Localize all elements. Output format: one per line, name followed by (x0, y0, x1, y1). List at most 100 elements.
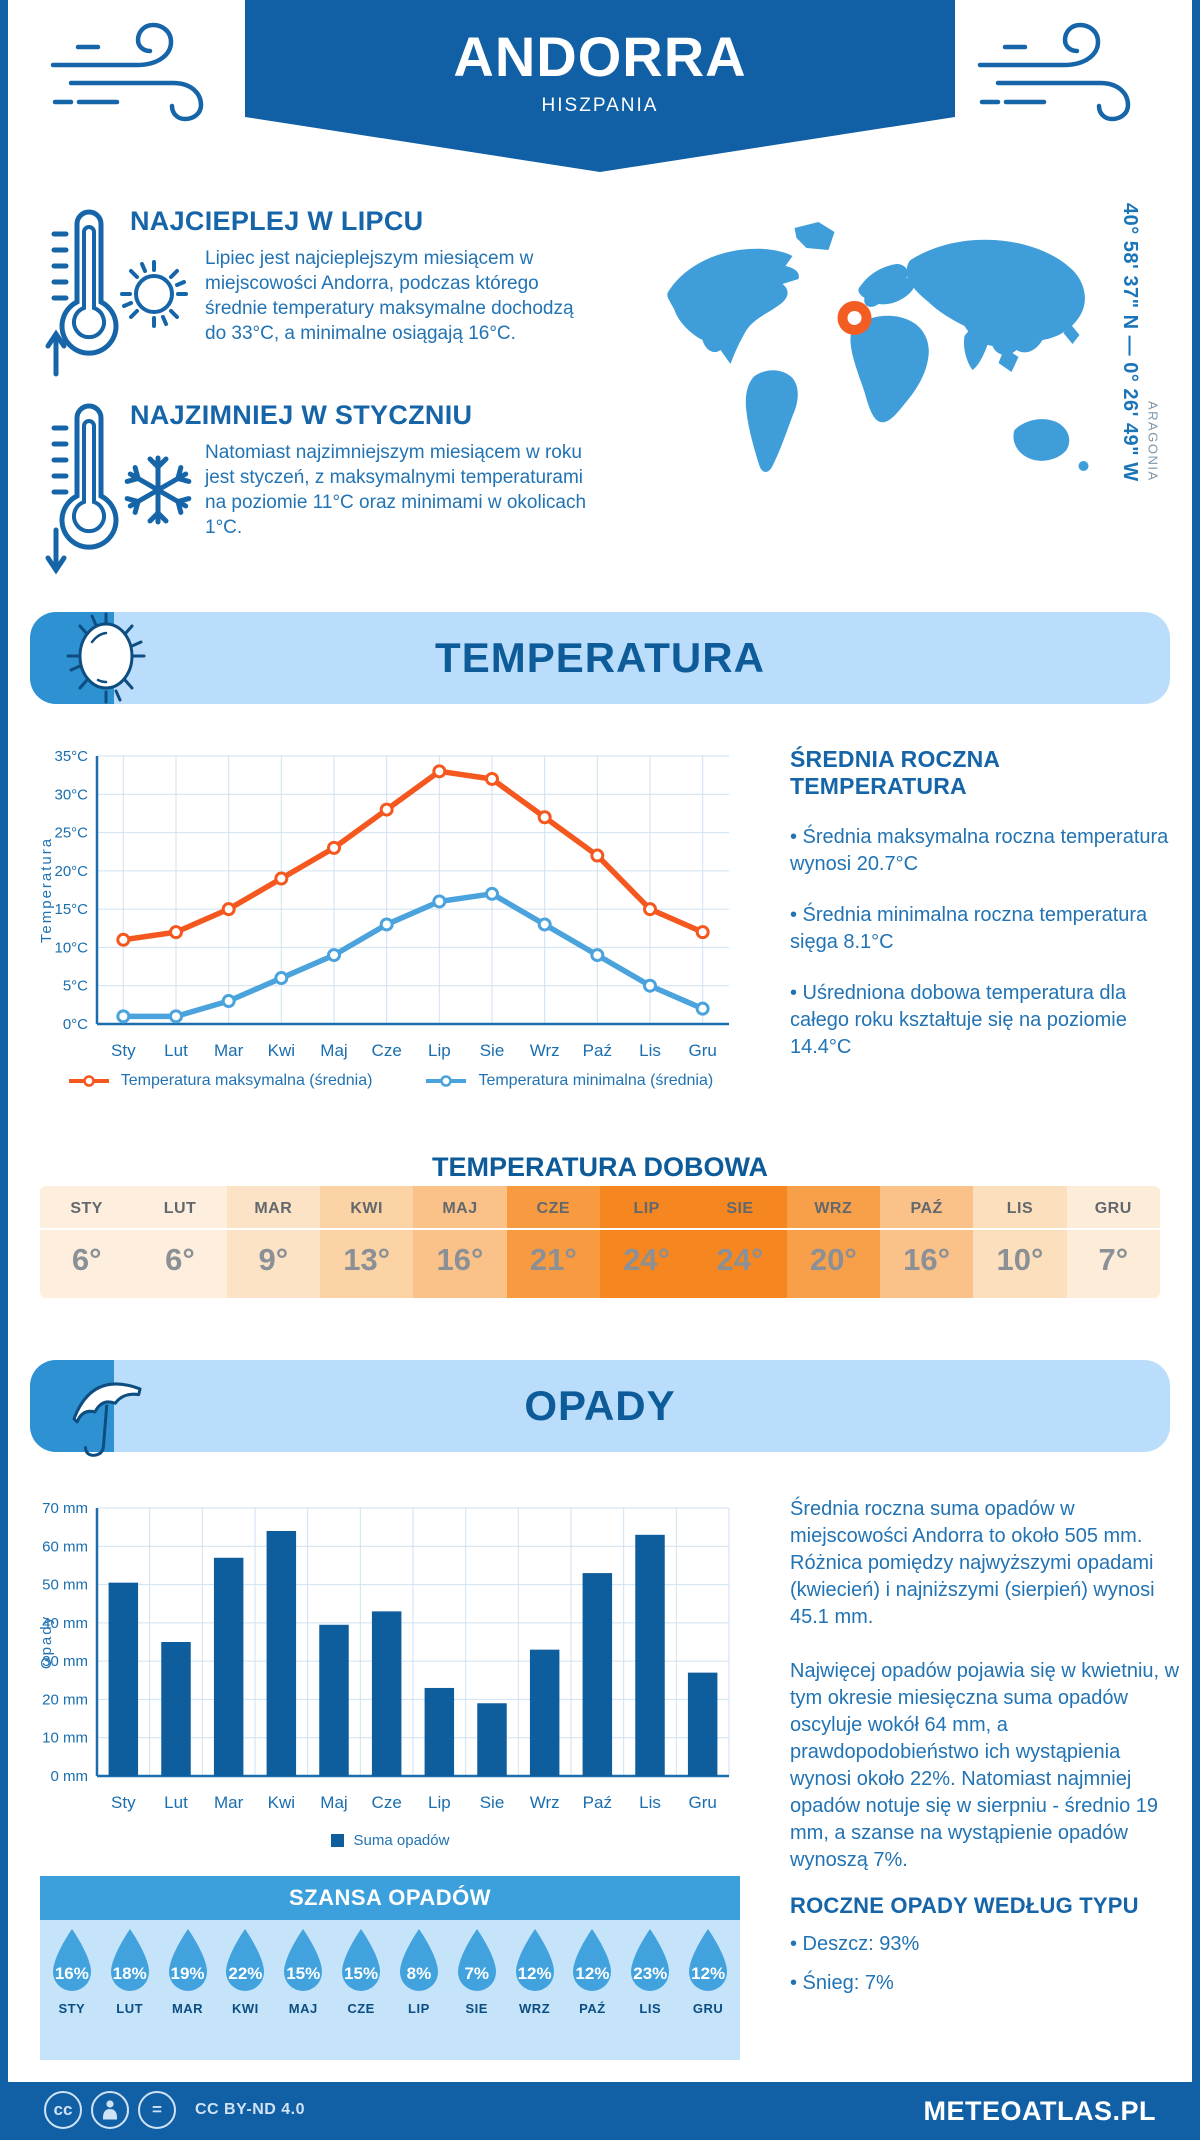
chance-month: MAJ (288, 2001, 318, 2016)
precipitation-chance-block: SZANSA OPADÓW 16% STY 18% LUT 19% MAR 22% KWI 15… (40, 1876, 740, 2060)
snowflake-icon (124, 455, 192, 525)
legend-item: Temperatura minimalna (średnia) (424, 1072, 713, 1090)
svg-text:30 mm: 30 mm (42, 1653, 88, 1670)
annual-summary-bullets: • Średnia maksymalna roczna temperatura … (790, 824, 1182, 1061)
daily-temp-cell: STY 6° (40, 1186, 134, 1298)
svg-text:15°C: 15°C (54, 901, 88, 918)
daily-temp-cell: MAJ 16° (413, 1186, 507, 1298)
chance-droplet: 19% MAR (162, 1928, 214, 2016)
svg-text:Wrz: Wrz (530, 1041, 560, 1060)
precipitation-type-title: ROCZNE OPADY WEDŁUG TYPU (790, 1893, 1139, 1918)
precipitation-bar-chart: 0 mm 10 mm 20 mm 30 mm 40 mm 50 mm 60 mm 70 mm S… (38, 1500, 730, 1812)
daily-temp-month: STY (70, 1200, 103, 1217)
chance-value: 22% (228, 1964, 263, 1983)
chance-droplet: 22% KWI (219, 1928, 271, 2016)
highlight-warm-text: Lipiec jest najcieplejszym miesiącem w m… (205, 248, 574, 344)
daily-temp-month: WRZ (814, 1200, 853, 1217)
daily-temp-value: 24° (716, 1242, 764, 1277)
svg-text:Lut: Lut (164, 1041, 188, 1060)
thermometer-up-icon (45, 209, 119, 377)
annual-summary-title: ŚREDNIA ROCZNA TEMPERATURA (790, 746, 1000, 799)
legend-label: Temperatura maksymalna (średnia) (120, 1072, 373, 1089)
thermometer-down-icon (45, 403, 119, 574)
svg-text:Sie: Sie (480, 1041, 505, 1060)
daily-temp-value: 9° (258, 1242, 289, 1277)
chance-value: 12% (691, 1964, 726, 1983)
svg-text:35°C: 35°C (54, 748, 88, 765)
summary-paragraph: Najwięcej opadów pojawia się w kwietniu,… (790, 1660, 1180, 1871)
precipitation-chance-title: SZANSA OPADÓW (40, 1876, 740, 1920)
chance-value: 8% (406, 1964, 432, 1983)
svg-text:5°C: 5°C (63, 978, 88, 995)
svg-text:70 mm: 70 mm (42, 1500, 88, 1517)
svg-text:Opady: Opady (38, 1615, 55, 1669)
summary-bullet: • Uśredniona dobowa temperatura dla całe… (790, 982, 1127, 1058)
chance-droplet: 8% LIP (393, 1928, 445, 2016)
chance-droplet: 7% SIE (451, 1928, 503, 2016)
svg-text:Sty: Sty (111, 1041, 136, 1060)
svg-text:10°C: 10°C (54, 939, 88, 956)
svg-text:Gru: Gru (688, 1793, 716, 1812)
daily-temp-month: CZE (536, 1200, 571, 1217)
raindrop-icon (689, 1929, 728, 1991)
svg-text:Lis: Lis (639, 1793, 661, 1812)
chance-month: LIP (408, 2001, 430, 2016)
region-label: ARAGONIA (1145, 400, 1161, 482)
legend-label: Suma opadów (353, 1832, 450, 1849)
daily-temp-cell: LIS 10° (973, 1186, 1067, 1298)
daily-temp-value: 7° (1098, 1242, 1129, 1277)
equals-icon: = (138, 2091, 176, 2129)
daily-temp-cell: GRU 7° (1066, 1186, 1160, 1298)
svg-text:Lip: Lip (428, 1793, 451, 1812)
daily-temp-value: 6° (165, 1242, 195, 1277)
raindrop-icon (168, 1929, 207, 1991)
svg-text:0°C: 0°C (63, 1016, 88, 1033)
chance-month: PAŹ (579, 2001, 606, 2016)
coordinates-label: 40° 58' 37" N — 0° 26' 49" W (1119, 203, 1141, 482)
legend-label: Temperatura minimalna (średnia) (478, 1072, 714, 1089)
svg-text:Mar: Mar (214, 1041, 244, 1060)
page-subtitle: HISZPANIA (541, 95, 659, 116)
svg-text:Gru: Gru (688, 1041, 716, 1060)
svg-text:40 mm: 40 mm (42, 1615, 88, 1632)
svg-text:60 mm: 60 mm (42, 1538, 88, 1555)
raindrop-icon (515, 1929, 554, 1991)
chance-month: SIE (465, 2001, 488, 2016)
daily-temp-cell: CZE 21° (506, 1186, 600, 1298)
svg-text:20 mm: 20 mm (42, 1691, 88, 1708)
legend-line-swatch (426, 1075, 467, 1087)
chance-month: LUT (116, 2001, 144, 2016)
svg-text:30°C: 30°C (54, 786, 88, 803)
daily-temp-month: MAR (254, 1200, 293, 1217)
highlight-cold-text: Natomiast najzimniejszym miesiącem w rok… (205, 442, 587, 538)
precipitation-type-block: ROCZNE OPADY WEDŁUG TYPU • Deszcz: 93% • … (790, 1893, 1182, 1997)
svg-text:20°C: 20°C (54, 863, 88, 880)
temperature-section-title: TEMPERATURA (435, 634, 765, 681)
svg-text:50 mm: 50 mm (42, 1577, 88, 1594)
header-banner: ANDORRA HISZPANIA (245, 0, 955, 172)
raindrop-icon (226, 1929, 265, 1991)
chance-month: CZE (347, 2001, 375, 2016)
chance-value: 12% (575, 1964, 610, 1983)
svg-text:Sty: Sty (111, 1793, 136, 1812)
highlight-warm-title: NAJCIEPLEJ W LIPCU (130, 206, 424, 236)
daily-temp-month: LUT (163, 1200, 197, 1217)
svg-text:10 mm: 10 mm (42, 1730, 88, 1747)
daily-temperature-title: TEMPERATURA DOBOWA (432, 1152, 768, 1182)
type-bullet: • Deszcz: 93% (790, 1933, 920, 1955)
chance-value: 12% (517, 1964, 552, 1983)
chance-value: 16% (54, 1964, 89, 1983)
daily-temp-cell: LIP 24° (599, 1186, 694, 1298)
chance-month: LIS (639, 2001, 662, 2016)
chance-value: 15% (286, 1964, 321, 1983)
raindrop-icon (457, 1929, 496, 1991)
summary-bullet: • Średnia minimalna roczna temperatura s… (790, 904, 1148, 953)
chance-droplet: 15% CZE (335, 1928, 387, 2016)
chance-month: GRU (692, 2001, 724, 2016)
daily-temp-value: 20° (809, 1242, 857, 1277)
precipitation-banner: OPADY (30, 1360, 1170, 1457)
cc-icon: cc (44, 2091, 82, 2129)
svg-text:Paź: Paź (583, 1793, 612, 1812)
svg-text:25°C: 25°C (54, 825, 88, 842)
